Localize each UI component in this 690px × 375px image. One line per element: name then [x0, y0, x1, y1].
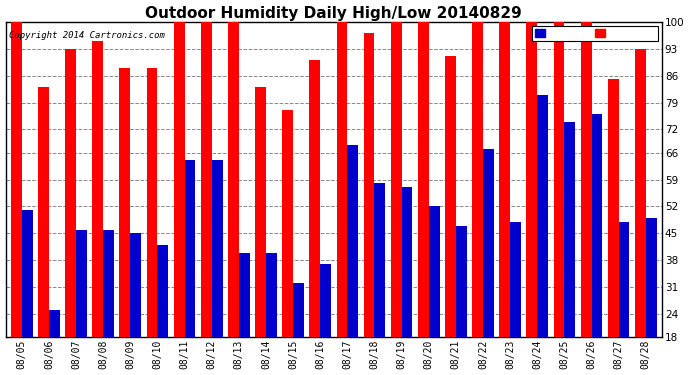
Bar: [428, 207, 440, 337]
Bar: [22, 210, 32, 337]
Bar: [146, 68, 157, 337]
Bar: [309, 60, 320, 337]
Bar: [228, 22, 239, 337]
Bar: [76, 230, 87, 337]
Bar: [402, 187, 413, 337]
Bar: [282, 110, 293, 337]
Bar: [239, 253, 250, 337]
Bar: [391, 22, 402, 337]
Bar: [347, 145, 358, 337]
Bar: [130, 233, 141, 337]
Bar: [174, 22, 185, 337]
Bar: [185, 160, 195, 337]
Bar: [510, 222, 521, 337]
Text: Copyright 2014 Cartronics.com: Copyright 2014 Cartronics.com: [9, 31, 165, 40]
Bar: [49, 310, 60, 337]
Bar: [212, 160, 223, 337]
Bar: [92, 41, 104, 337]
Bar: [635, 49, 646, 337]
Bar: [581, 22, 591, 337]
Bar: [646, 218, 657, 337]
Bar: [472, 22, 483, 337]
Title: Outdoor Humidity Daily High/Low 20140829: Outdoor Humidity Daily High/Low 20140829: [146, 6, 522, 21]
Bar: [500, 22, 510, 337]
Bar: [255, 87, 266, 337]
Bar: [266, 253, 277, 337]
Bar: [38, 87, 49, 337]
Bar: [11, 22, 22, 337]
Bar: [375, 183, 385, 337]
Bar: [553, 22, 564, 337]
Bar: [564, 122, 575, 337]
Bar: [456, 226, 466, 337]
Bar: [538, 95, 548, 337]
Bar: [591, 114, 602, 337]
Bar: [104, 230, 114, 337]
Bar: [201, 22, 212, 337]
Bar: [445, 56, 456, 337]
Bar: [66, 49, 76, 337]
Legend: Low  (%), High  (%): Low (%), High (%): [532, 26, 658, 41]
Bar: [364, 33, 375, 337]
Bar: [293, 284, 304, 337]
Bar: [157, 245, 168, 337]
Bar: [608, 80, 619, 337]
Bar: [483, 149, 494, 337]
Bar: [337, 22, 347, 337]
Bar: [320, 264, 331, 337]
Bar: [119, 68, 130, 337]
Bar: [526, 22, 538, 337]
Bar: [619, 222, 629, 337]
Bar: [418, 22, 428, 337]
